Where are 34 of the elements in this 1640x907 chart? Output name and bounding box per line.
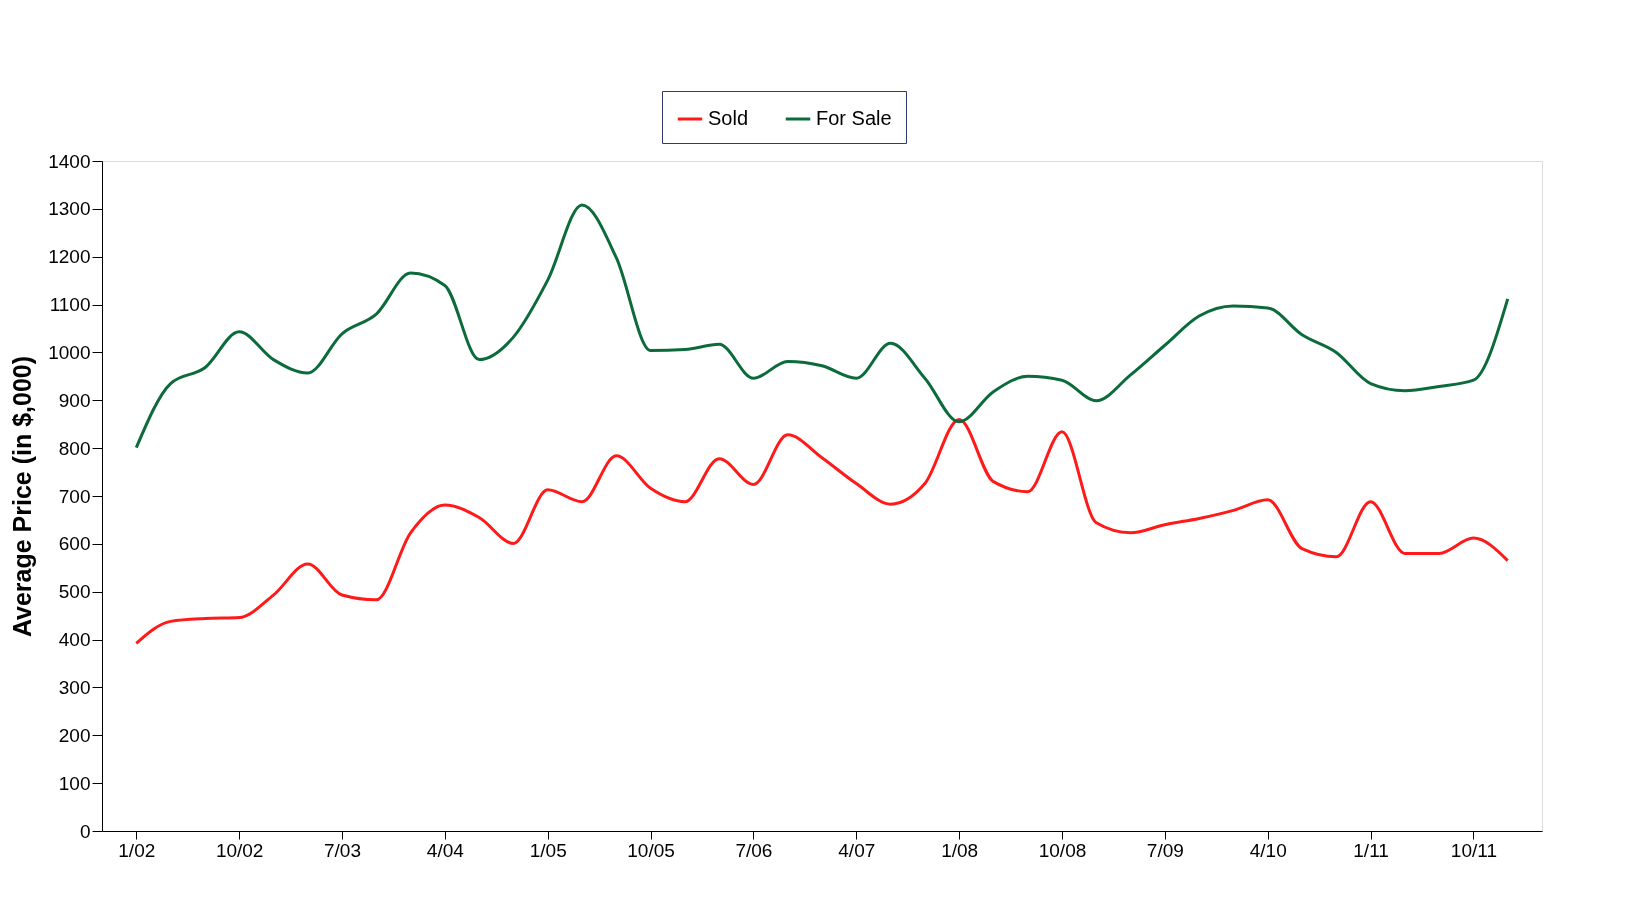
y-tick-label: 800 — [58, 437, 91, 459]
line-series — [134, 417, 1510, 645]
x-tick-label: 1/11 — [1353, 839, 1389, 861]
x-tick-label: 10/02 — [215, 839, 264, 861]
y-tick-label: 1300 — [48, 198, 91, 220]
x-tick-label: 10/08 — [1038, 839, 1087, 861]
y-tick-label: 900 — [58, 389, 91, 411]
x-tick-label: 7/03 — [324, 839, 361, 861]
x-tick-label: 1/05 — [529, 839, 567, 861]
x-tick-label: 7/09 — [1146, 839, 1184, 861]
y-tick-label: 700 — [58, 485, 91, 507]
y-tick-label: 0 — [79, 820, 91, 842]
x-tick-label: 4/07 — [838, 839, 876, 861]
y-tick-label: 400 — [58, 629, 91, 651]
x-tick-label: 4/10 — [1249, 839, 1287, 861]
y-tick-label: 200 — [58, 724, 91, 746]
x-tick-label: 10/05 — [627, 839, 675, 861]
y-tick-label: 1000 — [48, 341, 91, 363]
y-tick-label: 600 — [58, 533, 91, 555]
y-tick-label: 1200 — [48, 246, 91, 268]
legend-label: For Sale — [816, 107, 892, 129]
line-series — [134, 203, 1510, 450]
y-tick-label: 500 — [58, 581, 91, 603]
y-tick-label: 1400 — [48, 150, 91, 172]
x-tick-label: 1/08 — [941, 839, 979, 861]
x-tick-label: 7/06 — [735, 839, 773, 861]
y-axis-title: Average Price (in $,000) — [8, 355, 37, 638]
y-tick-label: 100 — [58, 772, 91, 794]
x-tick-label: 4/04 — [426, 839, 465, 861]
y-tick-label: 300 — [58, 676, 91, 698]
x-tick-label: 1/02 — [118, 839, 156, 861]
x-tick-label: 10/11 — [1450, 839, 1497, 861]
legend-label: Sold — [708, 107, 749, 129]
y-tick-label: 1100 — [49, 294, 91, 316]
